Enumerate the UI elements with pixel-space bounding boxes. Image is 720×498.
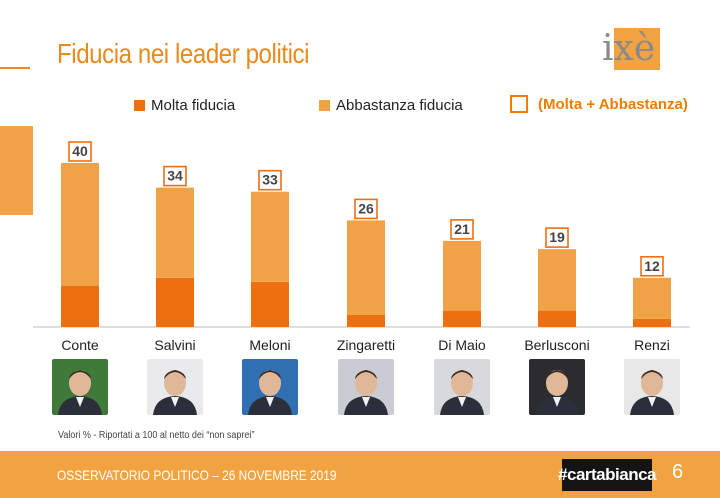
bar-molta-meloni (251, 281, 289, 327)
person-icon (153, 370, 197, 415)
total-box-conte (68, 141, 92, 162)
person-icon (58, 370, 102, 415)
cartabianca-brand: #cartabianca (558, 459, 656, 491)
bar-molta-zingaretti (347, 314, 385, 327)
category-label-conte: Conte (61, 337, 99, 353)
category-label-renzi: Renzi (634, 337, 670, 353)
bar-abbastanza-di-maio (443, 240, 481, 311)
legend-swatch-abbastanza (319, 100, 330, 111)
total-box-berlusconi (545, 227, 569, 248)
page-title: Fiducia nei leader politici (57, 38, 310, 69)
bar-molta-conte (61, 286, 99, 327)
total-box-di-maio (450, 219, 474, 240)
person-icon (440, 370, 484, 415)
portrait-salvini (147, 359, 203, 415)
side-accent-bar (0, 126, 33, 215)
person-icon (344, 370, 388, 415)
person-icon (535, 370, 579, 415)
portrait-conte (52, 359, 108, 415)
legend-item-molta: Molta fiducia (134, 97, 235, 114)
logo-box (614, 28, 660, 70)
category-label-salvini: Salvini (154, 337, 195, 353)
bar-molta-di-maio (443, 310, 481, 327)
person-icon (630, 370, 674, 415)
bar-molta-salvini (156, 277, 194, 327)
category-label-zingaretti: Zingaretti (337, 337, 395, 353)
legend-item-totale: (Molta + Abbastanza) (510, 95, 688, 113)
category-label-di-maio: Di Maio (438, 337, 486, 353)
legend-label-totale: (Molta + Abbastanza) (538, 95, 688, 113)
legend-label-abbastanza: Abbastanza fiducia (336, 97, 463, 114)
total-box-renzi (640, 255, 664, 277)
legend-item-abbastanza: Abbastanza fiducia (319, 97, 463, 114)
portrait-renzi (624, 359, 680, 415)
footer-text: OSSERVATORIO POLITICO – 26 NOVEMBRE 2019 (57, 467, 337, 483)
page-number: 6 (672, 461, 684, 483)
total-box-salvini (163, 165, 187, 187)
bar-abbastanza-meloni (251, 191, 289, 282)
bar-abbastanza-conte (61, 163, 99, 286)
person-icon (248, 370, 292, 415)
category-label-berlusconi: Berlusconi (524, 337, 589, 353)
portrait-berlusconi (529, 359, 585, 415)
bar-abbastanza-salvini (156, 187, 194, 278)
footnote: Valori % - Riportati a 100 al netto dei … (58, 430, 255, 441)
total-label-di-maio: 21 (454, 221, 470, 237)
bar-abbastanza-berlusconi (538, 249, 576, 311)
total-box-zingaretti (354, 198, 378, 220)
portrait-zingaretti (338, 359, 394, 415)
legend-swatch-molta (134, 100, 145, 111)
category-label-meloni: Meloni (249, 337, 290, 353)
total-label-salvini: 34 (167, 168, 183, 184)
bar-molta-renzi (633, 318, 671, 327)
logo-text: ixè (602, 28, 655, 69)
total-label-zingaretti: 26 (358, 200, 374, 216)
legend-swatch-totale (510, 95, 528, 113)
portrait-meloni (242, 359, 298, 415)
total-label-renzi: 12 (644, 258, 660, 274)
bar-abbastanza-zingaretti (347, 220, 385, 315)
bar-abbastanza-renzi (633, 277, 671, 319)
legend-label-molta: Molta fiducia (151, 97, 236, 114)
ixe-logo: ixè (602, 28, 660, 70)
bar-molta-berlusconi (538, 310, 576, 327)
title-accent-rule (0, 67, 30, 69)
total-label-meloni: 33 (262, 172, 278, 188)
total-label-conte: 40 (72, 143, 88, 159)
total-box-meloni (258, 169, 282, 191)
portrait-di-maio (434, 359, 490, 415)
total-label-berlusconi: 19 (549, 229, 565, 245)
